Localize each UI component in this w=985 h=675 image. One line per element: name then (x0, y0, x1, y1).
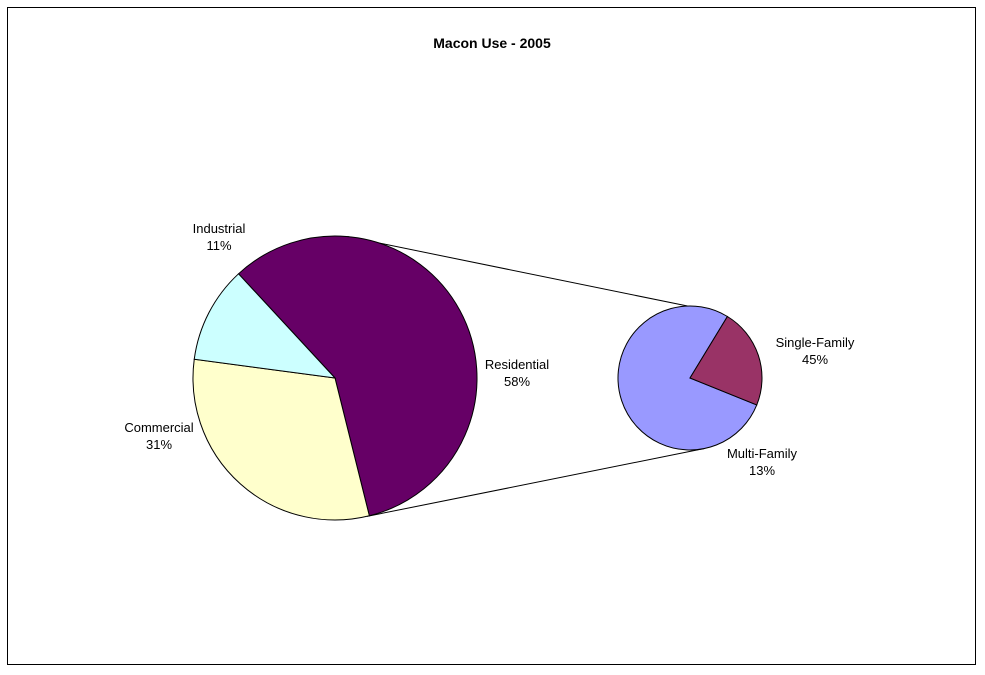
slice-single-family (617, 305, 758, 451)
slice-pct-industrial: 11% (206, 238, 231, 253)
slice-residential (237, 235, 478, 517)
slice-pct-commercial: 31% (146, 437, 172, 452)
connector-line-top (347, 236, 688, 307)
slice-label-residential: Residential (485, 357, 549, 372)
slice-label-industrial: Industrial (193, 221, 246, 236)
slice-pct-multi-family: 13% (749, 463, 775, 478)
chart-frame (7, 7, 976, 665)
slice-label-single-family: Single-Family (776, 335, 855, 350)
breakout-pie (617, 305, 763, 451)
slice-pct-single-family: 45% (802, 352, 828, 367)
slice-industrial (193, 273, 337, 379)
slice-label-multi-family: Multi-Family (727, 446, 798, 461)
slice-label-commercial: Commercial (124, 420, 193, 435)
main-pie (192, 235, 478, 521)
slice-commercial (192, 358, 370, 521)
chart-title: Macon Use - 2005 (433, 35, 551, 51)
connector-line-bottom (366, 447, 706, 517)
slice-multi-family (689, 315, 763, 406)
slice-pct-residential: 58% (504, 374, 530, 389)
